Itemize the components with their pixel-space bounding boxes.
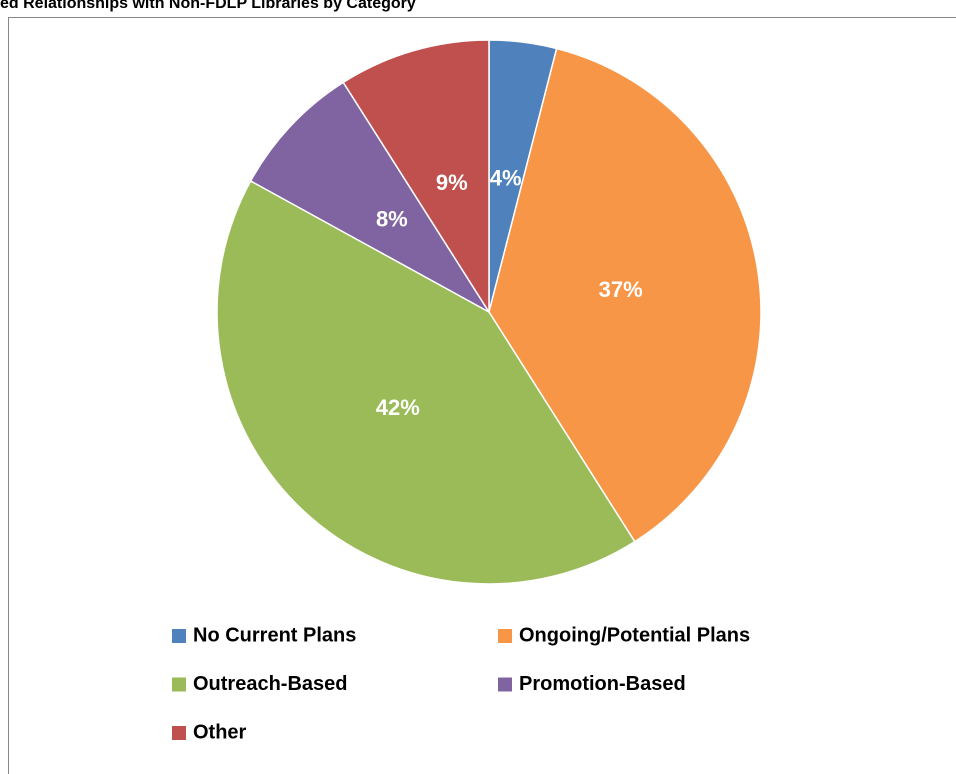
data-label: 9% <box>436 170 468 195</box>
legend-label: Outreach-Based <box>193 673 348 695</box>
pie-slice <box>249 81 490 313</box>
pie-slice <box>216 179 636 585</box>
data-label: 8% <box>376 207 408 232</box>
legend-swatch <box>172 726 186 740</box>
data-label: 37% <box>599 277 643 302</box>
legend-swatch <box>172 629 186 643</box>
legend-swatch <box>498 677 512 692</box>
data-label: 42% <box>376 395 420 420</box>
legend-label: Promotion-Based <box>519 673 686 695</box>
pie-slice <box>342 39 490 315</box>
data-label: 4% <box>490 166 522 191</box>
legend-label: Ongoing/Potential Plans <box>519 624 750 646</box>
legend-swatch <box>498 629 512 643</box>
legend-swatch <box>172 677 186 692</box>
legend-label: Other <box>193 721 247 743</box>
chart-title: ed Relationships with Non-FDLP Libraries… <box>0 0 416 12</box>
legend-label: No Current Plans <box>193 624 356 646</box>
